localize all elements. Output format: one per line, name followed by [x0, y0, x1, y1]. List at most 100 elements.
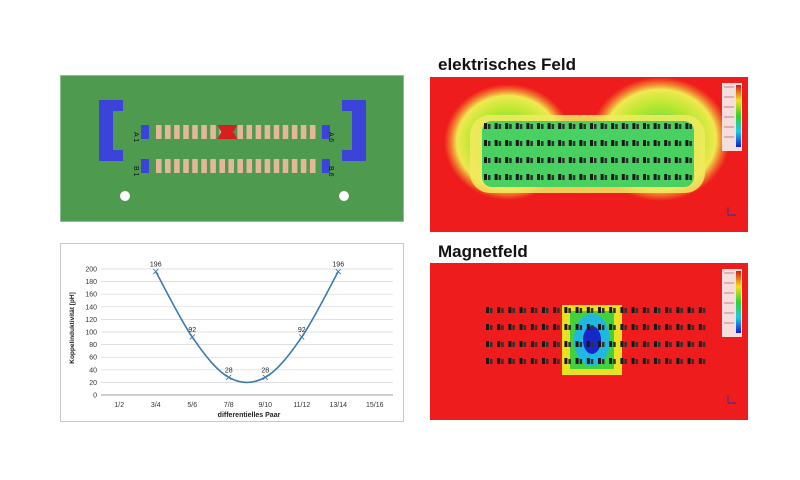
conductor-marker: [609, 307, 613, 313]
conductor-marker: [534, 342, 538, 347]
conductor-marker: [553, 324, 557, 330]
conductor-marker: [572, 124, 576, 129]
conductor-marker: [523, 359, 527, 364]
conductor-marker: [600, 174, 604, 180]
contact-pad-row-a: [246, 125, 253, 139]
contact-pad-row-b: [255, 159, 262, 173]
conductor-marker: [488, 175, 491, 180]
conductor-marker: [501, 308, 504, 313]
conductor-marker: [572, 158, 576, 163]
conductor-marker: [646, 325, 650, 330]
conductor-marker: [519, 358, 523, 364]
conductor-marker: [624, 325, 627, 330]
row-label-b-right: B 6: [327, 166, 334, 177]
conductor-marker: [579, 325, 583, 330]
contact-pad-row-b: [165, 159, 171, 173]
conductor-marker: [657, 158, 661, 163]
contact-pad-row-b: [300, 159, 307, 173]
conductor-marker: [534, 308, 538, 313]
contact-pad-row-b: [174, 159, 180, 173]
conductor-marker: [488, 124, 491, 129]
conductor-marker: [613, 308, 616, 313]
conductor-marker: [602, 308, 605, 313]
conductor-marker: [598, 341, 601, 347]
contact-pad-row-b: [309, 159, 316, 173]
conductor-marker: [654, 341, 657, 347]
conductor-marker: [586, 341, 590, 347]
conductor-marker: [632, 157, 636, 163]
conductor-marker: [530, 175, 533, 180]
contact-pad-row-b: [282, 159, 289, 173]
chart-y-tick-label: 160: [85, 292, 97, 299]
contact-pad-row-a: [165, 125, 171, 139]
conductor-marker: [678, 141, 682, 146]
conductor-marker: [689, 158, 692, 163]
contact-pad-row-a: [309, 125, 316, 139]
conductor-marker: [625, 141, 629, 146]
conductor-marker: [615, 141, 618, 146]
conductor-marker: [642, 358, 646, 364]
conductor-marker: [691, 359, 695, 364]
conductor-marker: [654, 358, 657, 364]
conductor-marker: [668, 141, 671, 146]
conductor-marker: [621, 174, 625, 180]
conductor-marker: [604, 158, 608, 163]
conductor-marker: [558, 123, 562, 129]
conductor-marker: [674, 123, 678, 129]
conductor-marker: [658, 359, 661, 364]
conductor-marker: [583, 124, 586, 129]
conductor-marker: [530, 141, 533, 146]
conductor-marker: [547, 140, 551, 146]
contact-pad-row-a: [210, 125, 216, 139]
conductor-marker: [611, 123, 615, 129]
conductor-marker: [646, 308, 650, 313]
conductor-marker: [568, 123, 572, 129]
conductor-marker: [631, 358, 635, 364]
conductor-marker: [646, 359, 650, 364]
conductor-marker: [547, 123, 551, 129]
connector-end-block-right: [342, 100, 366, 161]
conductor-marker: [558, 140, 562, 146]
conductor-marker: [602, 325, 605, 330]
chart-data-label: 196: [150, 262, 162, 269]
conductor-marker: [674, 157, 678, 163]
conductor-marker: [691, 325, 695, 330]
conductor-marker: [590, 123, 593, 129]
conductor-marker: [636, 158, 639, 163]
conductor-marker: [687, 324, 691, 330]
conductor-marker: [653, 140, 657, 146]
chart-data-point: [262, 374, 269, 381]
conductor-marker: [515, 157, 519, 163]
conductor-marker: [530, 158, 533, 163]
contact-pad-row-b: [264, 159, 271, 173]
conductor-marker: [494, 157, 498, 163]
chart-x-tick-label: 9/10: [258, 402, 272, 409]
conductor-marker: [669, 325, 672, 330]
conductor-marker: [583, 141, 586, 146]
conductor-marker: [643, 140, 646, 146]
conductor-marker: [551, 175, 555, 180]
conductor-marker: [613, 359, 616, 364]
contact-pad-row-b: [219, 159, 225, 173]
axis-triad-icon: [727, 395, 736, 404]
conductor-marker: [490, 342, 493, 347]
conductor-marker: [575, 358, 579, 364]
conductor-marker: [635, 325, 639, 330]
conductor-marker: [657, 175, 661, 180]
conductor-marker: [541, 141, 544, 146]
magnetic-field-title: Magnetfeld: [438, 242, 528, 261]
conductor-marker: [534, 325, 538, 330]
conductor-marker: [678, 158, 682, 163]
conductor-marker: [486, 307, 489, 313]
conductor-marker: [646, 342, 650, 347]
contact-pad-row-b: [273, 159, 280, 173]
conductor-marker: [657, 141, 661, 146]
conductor-marker: [590, 308, 594, 313]
conductor-marker: [698, 307, 702, 313]
conductor-marker: [509, 175, 512, 180]
conductor-marker: [537, 140, 540, 146]
conductor-marker: [653, 174, 657, 180]
conductor-marker: [568, 359, 571, 364]
conductor-marker: [602, 359, 605, 364]
chart-data-point: [152, 268, 159, 275]
